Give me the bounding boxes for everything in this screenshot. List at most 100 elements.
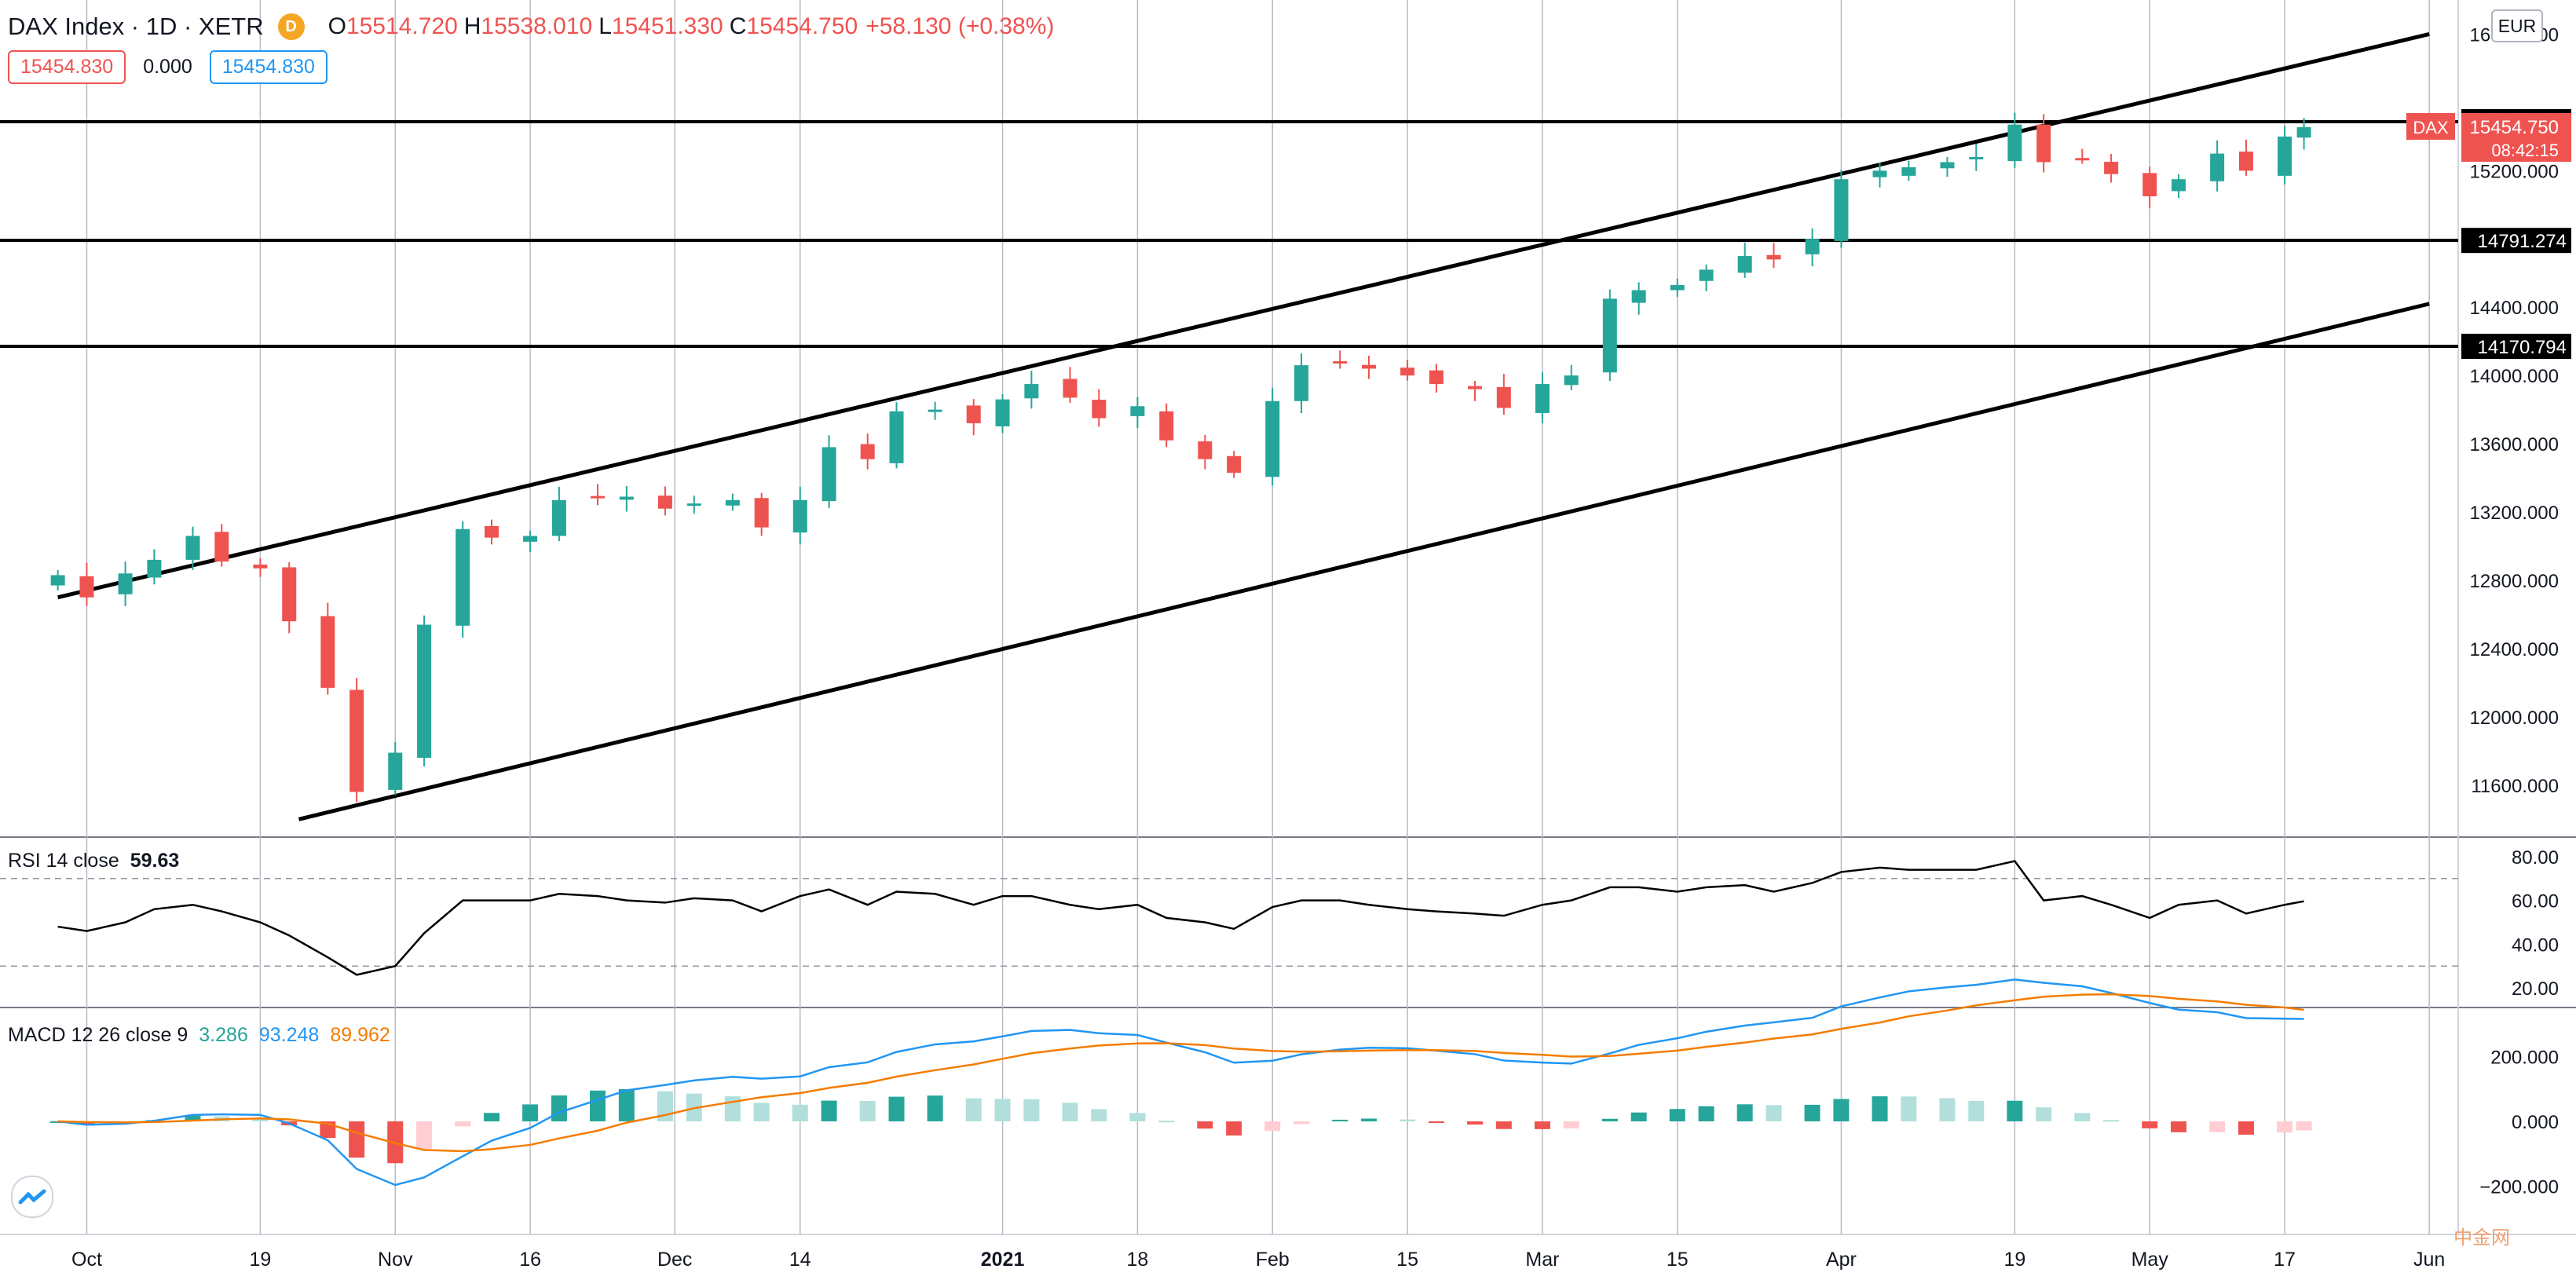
candle-body: [2142, 173, 2157, 196]
macd-histogram-bar: [994, 1099, 1011, 1121]
data-source-badge[interactable]: D: [277, 13, 305, 40]
candle-body: [1535, 384, 1550, 413]
chart-grid: [0, 0, 2576, 1235]
candle-body: [551, 499, 566, 536]
time-tick-label: 14: [789, 1249, 811, 1271]
rsi-value: 59.63: [130, 850, 180, 872]
macd-histogram-bar: [1467, 1121, 1483, 1125]
rsi-legend: RSI 14 close 59.63: [8, 850, 179, 872]
macd-histogram-bar: [1766, 1105, 1782, 1121]
time-tick-label: 18: [1126, 1249, 1148, 1271]
candle-body: [2075, 158, 2090, 161]
candle-body: [349, 689, 364, 792]
macd-histogram-bar: [2103, 1120, 2120, 1122]
candle-body: [1805, 239, 1820, 254]
trend-channel[interactable]: [57, 32, 2430, 821]
macd-histogram-bar: [792, 1104, 808, 1121]
macd-histogram-bar: [753, 1103, 770, 1121]
candle-body: [456, 528, 470, 626]
macd-histogram-bar: [1736, 1104, 1753, 1121]
tradingview-logo-icon[interactable]: [11, 1176, 53, 1218]
price-tick-label: 14400.000: [2470, 298, 2559, 319]
candle-body: [1901, 167, 1916, 176]
candle-body: [388, 752, 403, 790]
macd-histogram-bar: [618, 1088, 635, 1121]
close-value: 15454.750: [746, 13, 858, 39]
candle-body: [147, 559, 162, 578]
sell-price-button[interactable]: 15454.830: [8, 50, 126, 84]
candle-body: [860, 444, 875, 459]
macd-histogram-bar: [2171, 1121, 2187, 1132]
candle-body: [1361, 364, 1376, 369]
macd-signal-value: 89.962: [330, 1024, 390, 1046]
candle-body: [1468, 386, 1482, 389]
candle-body: [1265, 400, 1280, 477]
candle-body: [1198, 441, 1213, 459]
time-tick-label: Mar: [1525, 1249, 1559, 1271]
candle-body: [821, 447, 836, 502]
macd-tick-label: −200.000: [2479, 1177, 2559, 1198]
macd-histogram-bar: [1332, 1119, 1348, 1121]
candle-body: [2007, 124, 2022, 162]
candle-body: [1159, 411, 1174, 441]
candle-body: [2036, 124, 2051, 163]
macd-histogram-bar: [1062, 1103, 1078, 1121]
macd-histogram-bar: [2296, 1121, 2312, 1131]
candle-body: [966, 405, 981, 424]
time-tick-label: 2021: [981, 1249, 1025, 1271]
macd-histogram-bar: [1601, 1118, 1618, 1121]
candle-body: [1400, 368, 1415, 376]
macd-histogram-bar: [2142, 1121, 2158, 1128]
price-tick-label: 13200.000: [2470, 503, 2559, 524]
rsi-line: [57, 860, 2304, 976]
macd-histogram-bar: [2074, 1113, 2091, 1121]
buy-price-button[interactable]: 15454.830: [209, 50, 327, 84]
macd-tick-label: 200.000: [2490, 1047, 2559, 1068]
level-price-tag: [2461, 228, 2571, 254]
level-price-label: 14791.274: [2478, 231, 2567, 252]
candle-body: [2104, 162, 2119, 174]
macd-signal-line: [57, 993, 2304, 1153]
macd-histogram-bar: [859, 1100, 876, 1121]
currency-badge[interactable]: EUR: [2491, 9, 2543, 42]
high-label: H: [463, 13, 481, 39]
macd-histogram-bar: [522, 1104, 539, 1121]
candle-body: [1333, 360, 1348, 364]
candle-body: [792, 499, 807, 533]
macd-histogram-bar: [821, 1100, 837, 1121]
rsi-tick-label: 80.00: [2512, 847, 2559, 869]
symbol-tag-label: DAX: [2413, 118, 2449, 137]
macd-histogram-bar: [1804, 1104, 1820, 1121]
last-price-label: 15454.750: [2470, 117, 2559, 138]
candle-body: [1737, 256, 1752, 273]
macd-histogram-bar: [416, 1121, 433, 1149]
price-scale[interactable]: 15486.96414791.27414170.79416000.0001520…: [2406, 24, 2571, 797]
price-tick-label: 12000.000: [2470, 708, 2559, 729]
macd-histogram-bar: [2209, 1121, 2226, 1132]
time-axis[interactable]: Oct 19 Nov 16 Dec 14 2021 18 Feb 15 Mar 15 Apr 19 May 1…: [71, 1249, 2445, 1271]
high-value: 15538.010: [481, 13, 593, 39]
countdown-label: 08:42:15: [2491, 141, 2559, 160]
price-tick-label: 12400.000: [2470, 639, 2559, 660]
bid-ask-row: 15454.830 0.000 15454.830: [8, 50, 327, 84]
macd-histogram-bar: [927, 1095, 943, 1121]
candle-body: [1092, 400, 1107, 419]
candle-body: [185, 536, 200, 560]
macd-histogram-bar: [185, 1115, 201, 1121]
rsi-label: RSI 14 close: [8, 850, 119, 872]
time-tick-label: Nov: [378, 1249, 413, 1271]
time-tick-label: Oct: [71, 1249, 102, 1271]
candle-body: [1564, 375, 1579, 386]
candle-body: [928, 409, 942, 412]
candle-body: [725, 499, 740, 506]
horizontal-levels[interactable]: [0, 119, 2458, 349]
macd-histogram-bar: [1698, 1106, 1714, 1121]
channel-lower-line: [298, 302, 2430, 821]
change-value: +58.130 (+0.38%): [865, 13, 1055, 39]
symbol-title[interactable]: DAX Index · 1D · XETR: [8, 13, 264, 40]
candle-body: [1063, 379, 1078, 398]
last-price-tag: [2461, 112, 2571, 162]
watermark: 中金网: [2453, 1227, 2510, 1249]
price-tick-label: 15200.000: [2470, 161, 2559, 182]
